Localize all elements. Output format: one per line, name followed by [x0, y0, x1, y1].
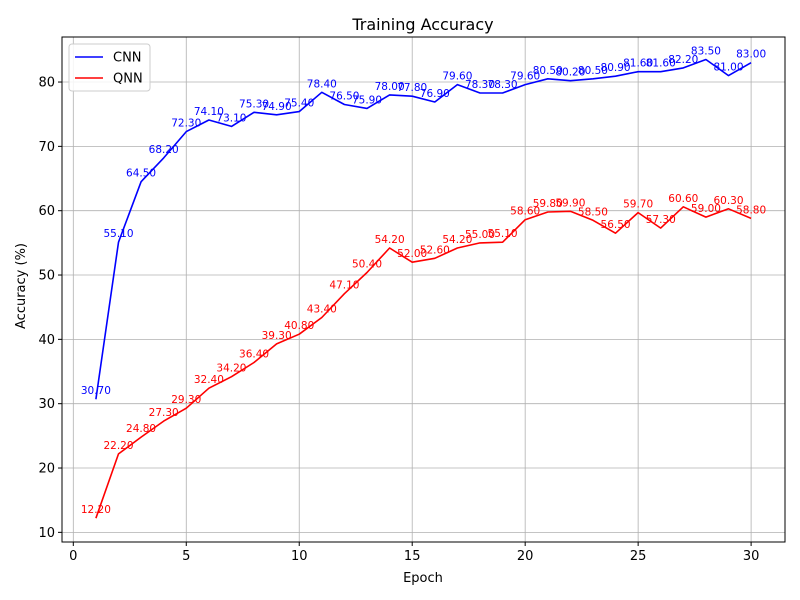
data-label-qnn: 57.30 [646, 214, 676, 226]
data-label-cnn: 30.70 [81, 385, 111, 397]
data-label-cnn: 74.10 [194, 106, 224, 118]
data-label-cnn: 80.20 [555, 67, 585, 79]
data-label-cnn: 78.40 [307, 78, 337, 90]
y-tick-label: 80 [38, 76, 55, 91]
data-label-cnn: 76.90 [420, 88, 450, 100]
data-label-cnn: 68.20 [149, 144, 179, 156]
data-label-cnn: 80.50 [578, 65, 608, 77]
legend-box [68, 43, 151, 92]
y-tick-label: 10 [38, 526, 55, 541]
data-label-cnn: 83.50 [691, 46, 721, 58]
data-label-qnn: 34.20 [216, 363, 246, 375]
series-lines [95, 58, 752, 519]
data-label-qnn: 52.60 [420, 244, 450, 256]
data-label-qnn: 54.20 [442, 234, 472, 246]
x-tick-label: 15 [404, 549, 421, 564]
legend-label-cnn: CNN [113, 51, 142, 66]
series-line-qnn [95, 206, 752, 519]
data-label-qnn: 55.10 [488, 228, 518, 240]
data-label-qnn: 55.00 [465, 229, 495, 241]
data-label-cnn: 72.30 [171, 118, 201, 130]
data-label-cnn: 74.90 [262, 101, 292, 113]
data-label-qnn: 60.30 [713, 195, 743, 207]
data-label-cnn: 78.30 [465, 79, 495, 91]
data-label-cnn: 79.60 [510, 71, 540, 83]
legend: CNN QNN [68, 43, 151, 92]
data-label-qnn: 60.60 [668, 193, 698, 205]
data-label-qnn: 59.00 [691, 203, 721, 215]
data-label-cnn: 78.00 [375, 81, 405, 93]
x-tick-label: 0 [69, 549, 77, 564]
data-label-cnn: 76.50 [329, 91, 359, 103]
x-tick-label: 25 [630, 549, 647, 564]
data-label-qnn: 40.80 [284, 320, 314, 332]
series-line-cnn [95, 58, 752, 400]
x-tick-label: 10 [291, 549, 308, 564]
data-label-qnn: 43.40 [307, 303, 337, 315]
data-label-qnn: 59.90 [555, 197, 585, 209]
data-label-cnn: 81.60 [646, 58, 676, 70]
data-label-cnn: 80.90 [601, 62, 631, 74]
data-label-qnn: 12.20 [81, 504, 111, 516]
data-label-cnn: 75.90 [352, 94, 382, 106]
y-tick-label: 30 [38, 397, 55, 412]
data-label-cnn: 83.00 [736, 49, 766, 61]
data-label-cnn: 64.50 [126, 168, 156, 180]
data-label-qnn: 47.10 [329, 280, 359, 292]
data-label-qnn: 58.50 [578, 206, 608, 218]
chart-title: Training Accuracy [351, 15, 493, 34]
data-label-cnn: 79.60 [442, 71, 472, 83]
data-label-qnn: 29.30 [171, 394, 201, 406]
data-label-qnn: 32.40 [194, 374, 224, 386]
x-tick-label: 5 [182, 549, 190, 564]
x-tick-label: 30 [743, 549, 760, 564]
legend-label-qnn: QNN [113, 72, 143, 87]
data-label-cnn: 81.60 [623, 58, 653, 70]
x-axis-label: Epoch [403, 571, 443, 586]
data-label-qnn: 22.20 [103, 440, 133, 452]
data-label-cnn: 77.80 [397, 82, 427, 94]
data-label-cnn: 81.00 [713, 62, 743, 74]
data-label-qnn: 27.30 [149, 407, 179, 419]
y-tick-label: 50 [38, 269, 55, 284]
data-label-qnn: 59.70 [623, 199, 653, 211]
data-label-qnn: 52.00 [397, 248, 427, 260]
data-label-cnn: 55.10 [103, 228, 133, 240]
y-tick-label: 70 [38, 140, 55, 155]
y-tick-label: 60 [38, 204, 55, 219]
data-label-cnn: 73.10 [216, 112, 246, 124]
data-label-cnn: 75.40 [284, 98, 314, 110]
data-label-qnn: 56.50 [601, 219, 631, 231]
data-label-cnn: 78.30 [488, 79, 518, 91]
data-label-qnn: 50.40 [352, 258, 382, 270]
y-tick-label: 20 [38, 462, 55, 477]
data-label-qnn: 36.40 [239, 349, 269, 361]
data-label-qnn: 58.80 [736, 204, 766, 216]
data-label-cnn: 82.20 [668, 54, 698, 66]
data-label-cnn: 75.30 [239, 98, 269, 110]
plot-frame [61, 36, 786, 543]
data-label-qnn: 39.30 [262, 330, 292, 342]
x-tick-label: 20 [517, 549, 534, 564]
data-label-qnn: 24.80 [126, 423, 156, 435]
data-label-qnn: 59.80 [533, 198, 563, 210]
y-axis-label: Accuracy (%) [14, 243, 29, 329]
data-label-qnn: 54.20 [375, 234, 405, 246]
grid [62, 37, 785, 542]
y-tick-label: 40 [38, 333, 55, 348]
data-label-qnn: 58.60 [510, 206, 540, 218]
axis-ticks: 0 5 10 15 20 25 30 10 20 30 40 50 60 70 80 [38, 76, 759, 564]
data-label-cnn: 80.50 [533, 65, 563, 77]
